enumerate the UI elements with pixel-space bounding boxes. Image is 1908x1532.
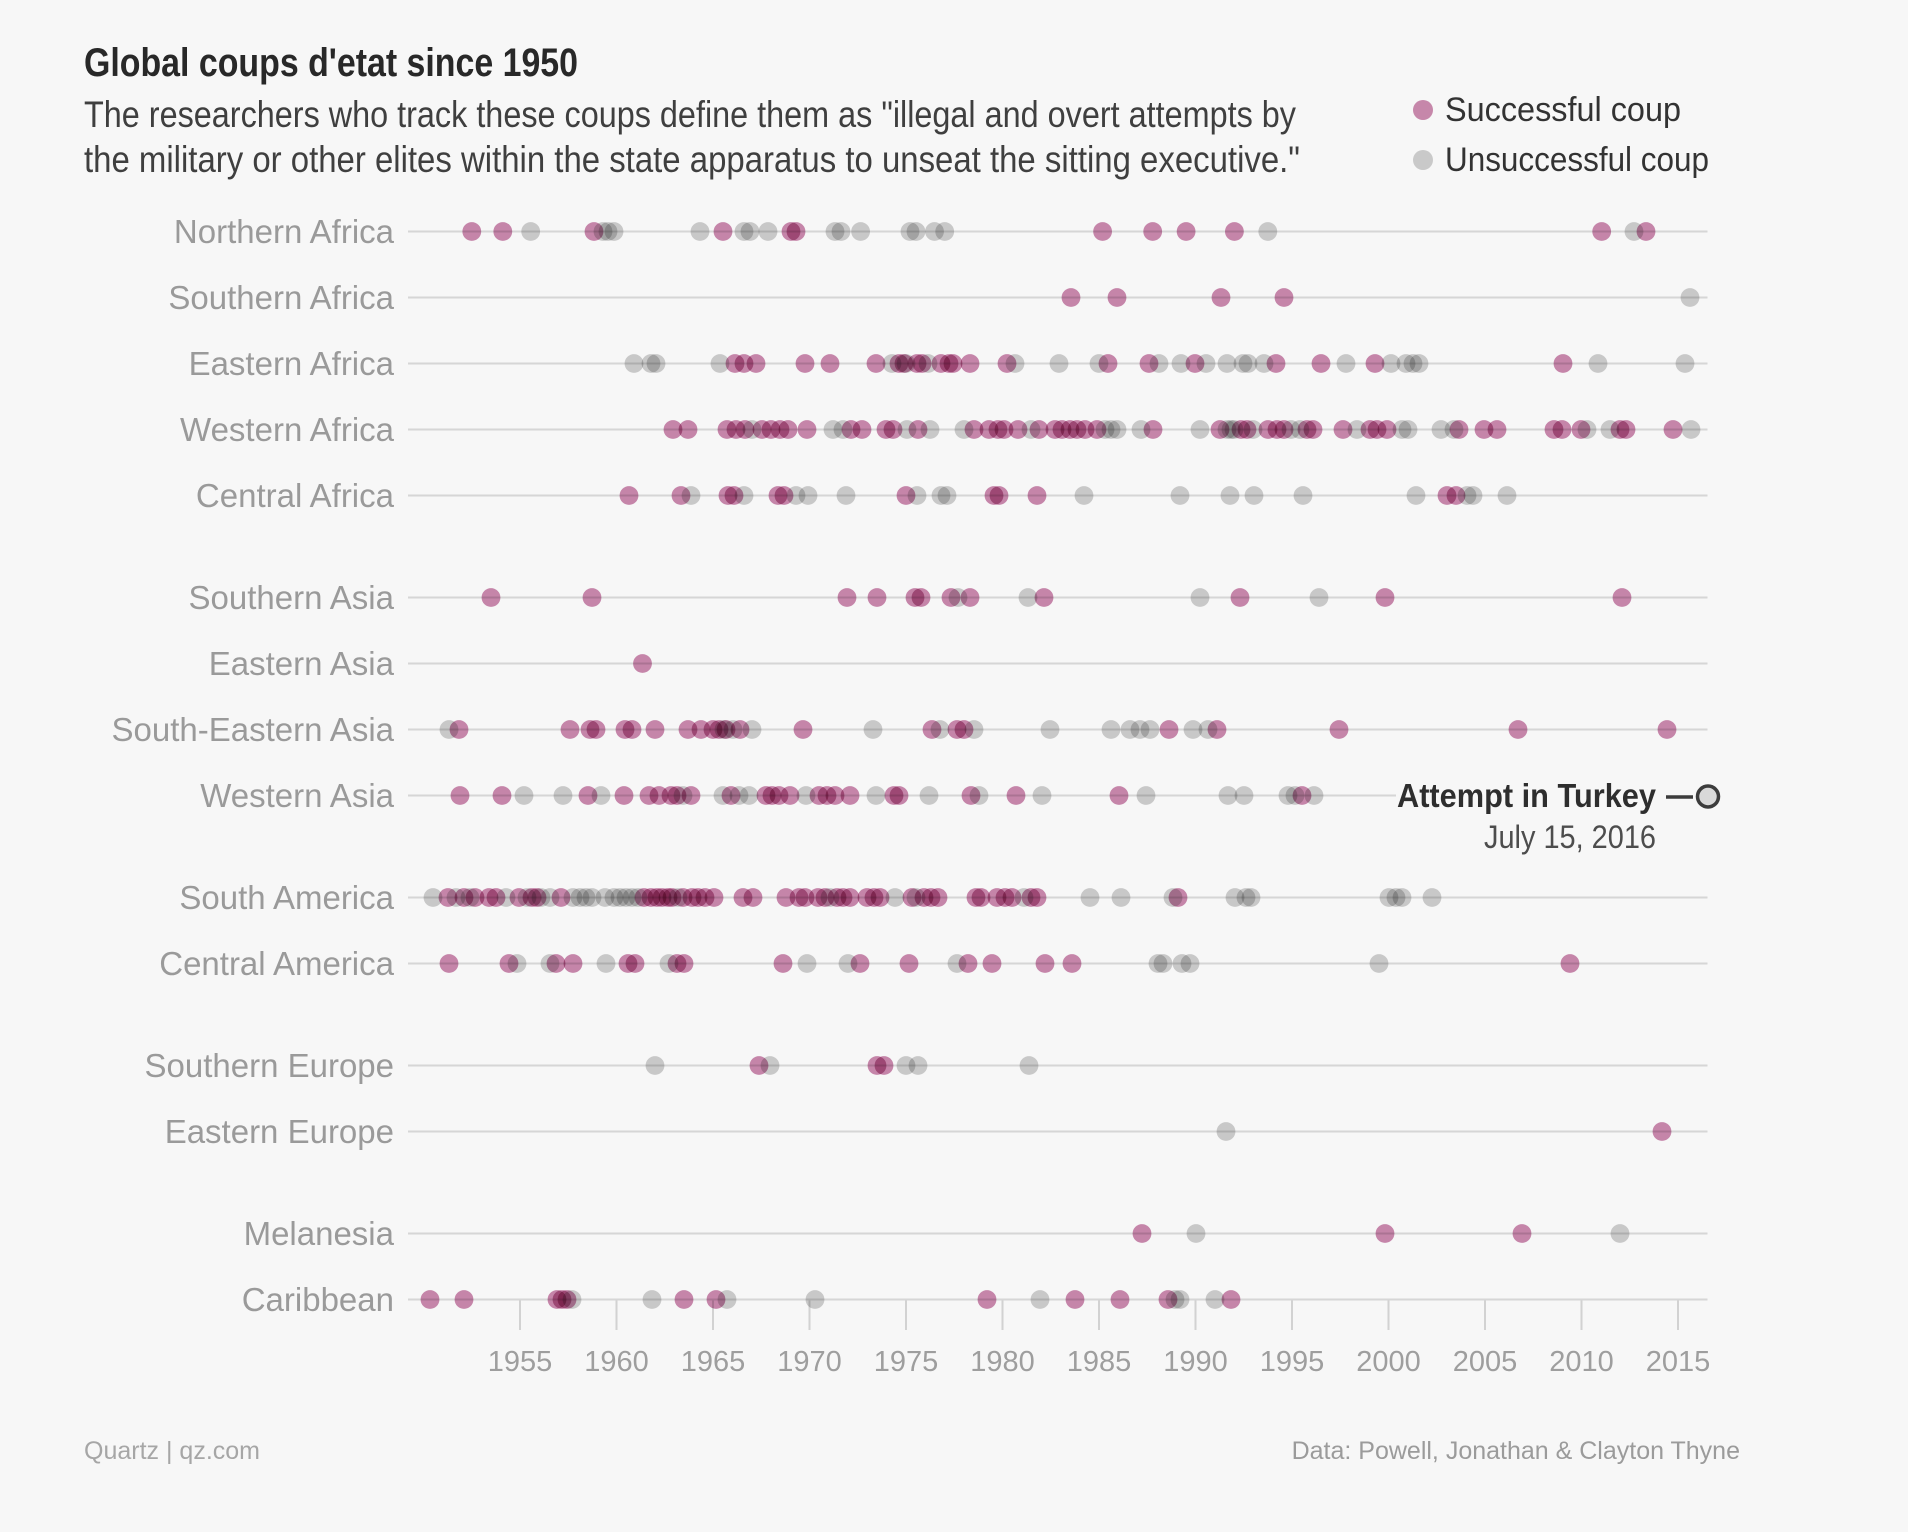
svg-text:Successful coup: Successful coup <box>1445 91 1681 129</box>
svg-text:Melanesia: Melanesia <box>244 1215 395 1252</box>
svg-text:The researchers who track thes: The researchers who track these coups de… <box>84 94 1296 135</box>
svg-text:2015: 2015 <box>1646 1346 1711 1378</box>
svg-text:Central Africa: Central Africa <box>196 477 395 514</box>
svg-text:1980: 1980 <box>970 1346 1035 1378</box>
svg-text:1995: 1995 <box>1260 1346 1325 1378</box>
svg-text:Unsuccessful coup: Unsuccessful coup <box>1445 141 1709 179</box>
svg-text:1990: 1990 <box>1163 1346 1228 1378</box>
svg-text:1960: 1960 <box>584 1346 649 1378</box>
svg-text:1955: 1955 <box>488 1346 553 1378</box>
svg-text:Eastern Africa: Eastern Africa <box>189 345 395 382</box>
svg-text:Western Asia: Western Asia <box>200 777 394 814</box>
svg-text:Global coups d'etat since 1950: Global coups d'etat since 1950 <box>84 41 578 85</box>
svg-text:1965: 1965 <box>681 1346 746 1378</box>
svg-text:South-Eastern Asia: South-Eastern Asia <box>112 711 395 748</box>
svg-text:1970: 1970 <box>777 1346 842 1378</box>
svg-text:Quartz | qz.com: Quartz | qz.com <box>84 1437 260 1465</box>
svg-text:1975: 1975 <box>874 1346 939 1378</box>
svg-text:Eastern Asia: Eastern Asia <box>209 645 395 682</box>
svg-text:2010: 2010 <box>1549 1346 1614 1378</box>
svg-text:Eastern Europe: Eastern Europe <box>165 1113 394 1150</box>
svg-text:Attempt in Turkey: Attempt in Turkey <box>1397 778 1656 815</box>
svg-text:South America: South America <box>179 879 394 916</box>
svg-text:Caribbean: Caribbean <box>242 1281 394 1318</box>
svg-text:2005: 2005 <box>1453 1346 1518 1378</box>
svg-text:1985: 1985 <box>1067 1346 1132 1378</box>
svg-text:Northern Africa: Northern Africa <box>174 213 395 250</box>
svg-text:Southern Africa: Southern Africa <box>168 279 394 316</box>
svg-text:Southern Asia: Southern Asia <box>189 579 395 616</box>
svg-text:July 15, 2016: July 15, 2016 <box>1484 819 1656 855</box>
svg-text:Western Africa: Western Africa <box>180 411 395 448</box>
svg-text:Central America: Central America <box>159 945 394 982</box>
svg-text:Data: Powell, Jonathan & Clayt: Data: Powell, Jonathan & Clayton Thyne <box>1292 1437 1740 1465</box>
svg-text:Southern Europe: Southern Europe <box>144 1047 394 1084</box>
svg-text:the military or other elites w: the military or other elites within the … <box>84 139 1300 180</box>
svg-text:2000: 2000 <box>1356 1346 1421 1378</box>
